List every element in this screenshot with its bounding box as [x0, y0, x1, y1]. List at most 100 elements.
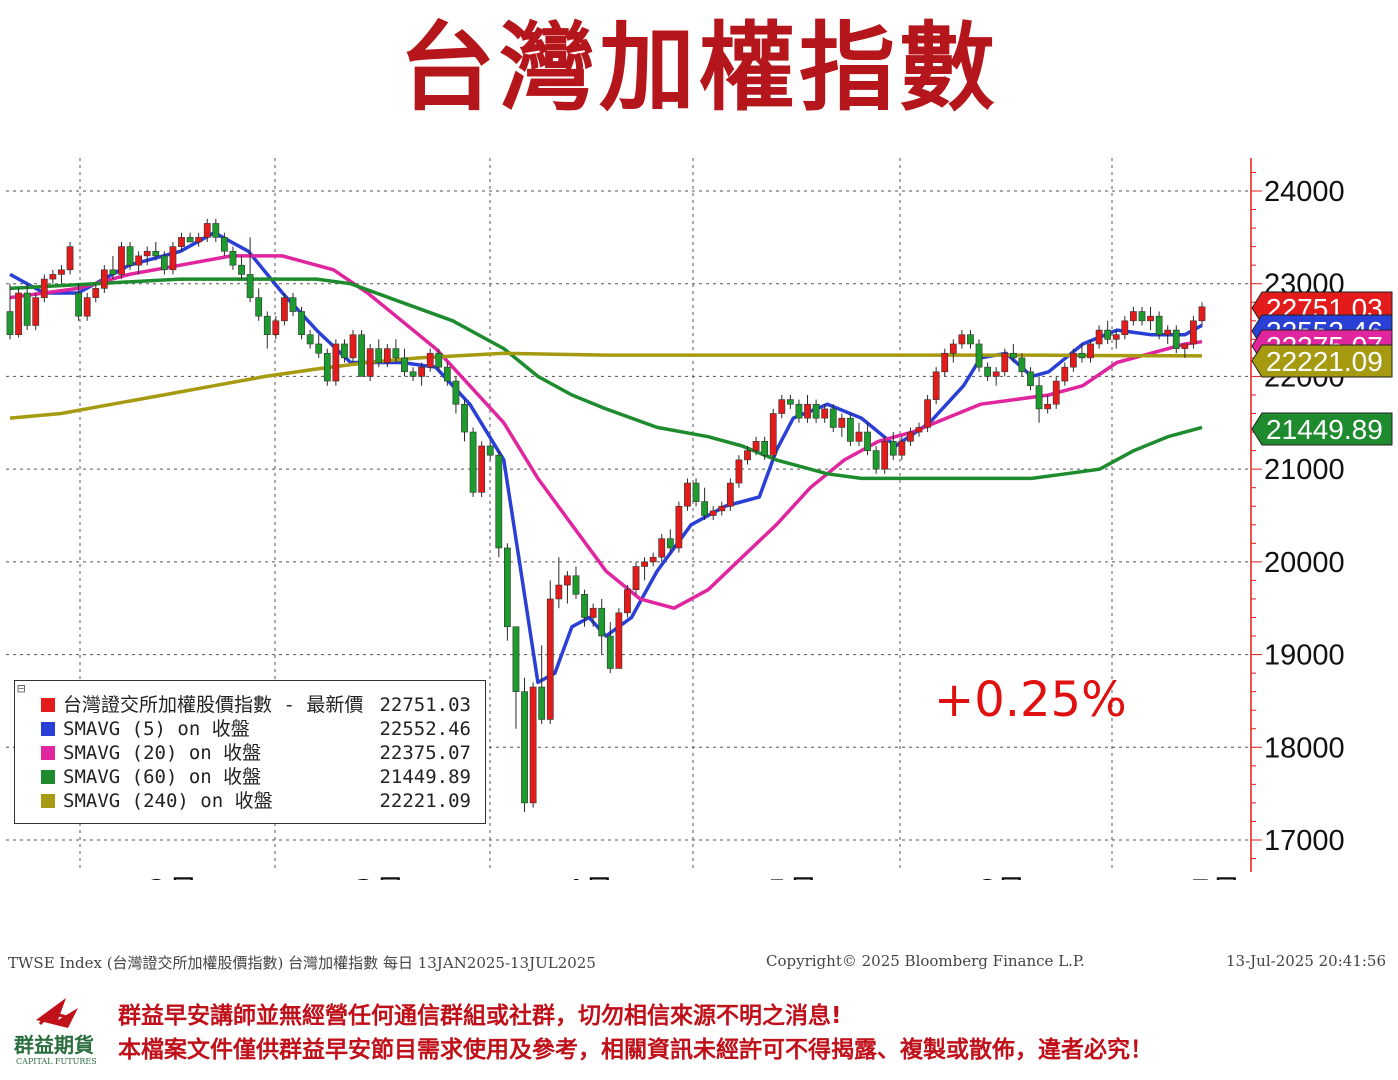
change-percent: +0.25% — [934, 672, 1127, 728]
legend-swatch — [41, 794, 55, 808]
legend-value: 22221.09 — [379, 790, 471, 812]
price-tag-box — [1251, 412, 1393, 446]
page-title: 台灣加權指數 — [399, 12, 999, 124]
candle-body — [624, 589, 631, 614]
candle-body — [872, 450, 880, 470]
candle-body — [1164, 329, 1172, 336]
candle-body — [503, 547, 511, 628]
candle-body — [366, 348, 374, 377]
candle-body — [426, 352, 434, 368]
candle-body — [49, 274, 57, 280]
candle-body — [306, 334, 314, 345]
candle-body — [804, 403, 811, 419]
y-tick-label: 20000 — [1264, 547, 1345, 579]
legend-tree-icon: ⊟ — [17, 681, 26, 697]
candle-body — [23, 292, 31, 326]
legend-swatch — [41, 770, 55, 784]
candle-body — [975, 343, 983, 368]
candle-body — [632, 566, 640, 590]
legend-value: 22552.46 — [379, 718, 471, 740]
candle-body — [443, 366, 451, 382]
legend-item: SMAVG (60) on 收盤 21449.89 — [23, 765, 479, 789]
candle-body — [186, 237, 194, 243]
candle-body — [495, 454, 503, 549]
candle-body — [135, 255, 143, 266]
candle-body — [75, 292, 82, 317]
candle-body — [881, 441, 889, 470]
candle-body — [744, 450, 751, 461]
moving-average-lines — [9, 230, 1203, 685]
candle-body — [1078, 352, 1086, 359]
candle-body — [967, 334, 974, 345]
candle-body — [143, 250, 151, 257]
candle-body — [606, 635, 614, 669]
x-month-label: 4月 — [564, 874, 615, 880]
candle-body — [1095, 329, 1103, 345]
candle-body — [641, 561, 648, 567]
candle-body — [1061, 366, 1069, 382]
candle-body — [1009, 352, 1017, 359]
candle-body — [160, 255, 168, 271]
y-tick-label: 19000 — [1264, 640, 1345, 672]
candle-body — [83, 297, 91, 317]
candle-body — [581, 594, 588, 618]
candle-body — [263, 315, 271, 336]
price-chart: 1700018000190002000021000220002300024000… — [6, 158, 1393, 880]
candle-body — [555, 584, 563, 600]
price-tag-label: 22221.09 — [1266, 346, 1383, 377]
candle-body — [666, 538, 674, 549]
candle-body — [778, 399, 786, 414]
candle-body — [529, 686, 537, 804]
candle-body — [1044, 403, 1052, 410]
legend-label: SMAVG (240) on 收盤 — [63, 790, 273, 812]
candle-body — [281, 297, 288, 322]
candle-body — [795, 403, 803, 419]
candle-body — [6, 311, 14, 336]
candle-body — [521, 691, 528, 804]
price-tag: 22221.09 — [1251, 344, 1393, 378]
candle-body — [1112, 334, 1120, 340]
legend-swatch — [41, 698, 55, 712]
candle-body — [40, 278, 48, 298]
candle-body — [1147, 315, 1154, 322]
candle-body — [289, 297, 297, 312]
legend-swatch — [41, 722, 55, 736]
candle-body — [126, 246, 134, 266]
x-axis: 2月3月4月5月6月7月2025 — [148, 874, 1242, 880]
price-tag-label: 21449.89 — [1266, 414, 1383, 445]
candle-body — [949, 343, 957, 354]
y-tick-label: 18000 — [1264, 732, 1345, 764]
x-month-label: 3月 — [355, 874, 406, 880]
ma-line — [9, 254, 1203, 610]
candle-body — [238, 264, 245, 275]
candle-body — [418, 366, 426, 377]
candle-body — [649, 556, 657, 563]
x-month-label: 6月 — [976, 874, 1027, 880]
candle-body — [358, 334, 365, 377]
candle-body — [829, 408, 837, 428]
candle-body — [452, 380, 460, 405]
candle-body — [1198, 306, 1206, 322]
legend-swatch — [41, 746, 55, 760]
candle-body — [461, 403, 468, 433]
legend-item: SMAVG (20) on 收盤 22375.07 — [23, 741, 479, 765]
candle-body — [212, 223, 220, 238]
legend: ⊟ 台灣證交所加權股價指數 - 最新價 22751.03 SMAVG (5) on … — [14, 680, 486, 824]
candle-body — [812, 403, 820, 419]
candle-body — [701, 501, 709, 516]
candle-body — [692, 482, 700, 502]
candle-body — [512, 626, 520, 692]
ma-line — [9, 230, 1203, 685]
candle-body — [375, 348, 383, 363]
candle-body — [1138, 311, 1146, 322]
candle-body — [761, 441, 769, 456]
candle-body — [58, 269, 65, 275]
candle-body — [203, 223, 211, 238]
candle-body — [1001, 352, 1009, 373]
legend-label: 台灣證交所加權股價指數 - 最新價 — [63, 694, 364, 716]
candle-body — [323, 352, 331, 382]
y-tick-label: 17000 — [1264, 825, 1345, 857]
footer-timestamp: 13-Jul-2025 20:41:56 — [1226, 952, 1387, 970]
candle-body — [1190, 320, 1197, 345]
